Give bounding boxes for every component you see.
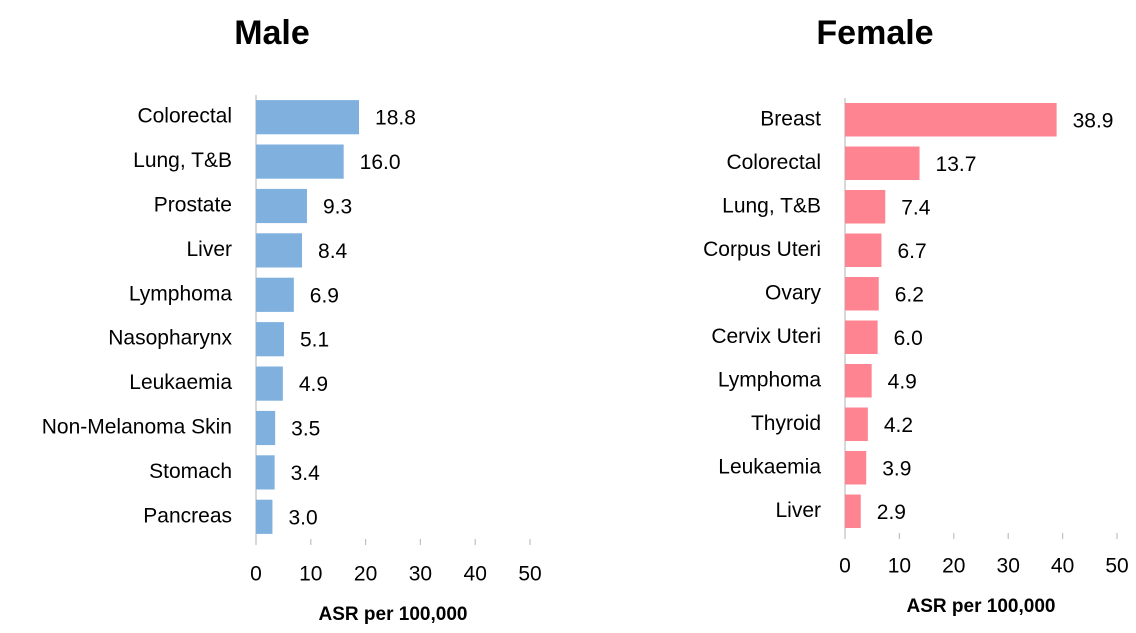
x-tick-label: 10 xyxy=(299,563,322,586)
bar xyxy=(256,144,344,179)
x-tick-label: 30 xyxy=(409,563,432,586)
y-tick-label: Ovary xyxy=(765,281,822,304)
data-label: 4.9 xyxy=(299,373,328,396)
bar xyxy=(256,410,276,446)
bar xyxy=(845,190,886,224)
y-tick-label: Nasopharynx xyxy=(108,327,232,350)
y-tick-label: Stomach xyxy=(149,460,232,483)
x-tick-label: 40 xyxy=(464,563,487,586)
data-label: 38.9 xyxy=(1073,109,1114,132)
y-tick-label: Corpus Uteri xyxy=(703,238,821,261)
bar xyxy=(845,364,872,398)
bar xyxy=(256,233,303,268)
y-tick-label: Lymphoma xyxy=(129,282,232,305)
y-tick-label: Cervix Uteri xyxy=(711,325,821,348)
x-tick-label: 50 xyxy=(518,563,541,586)
y-tick-label: Colorectal xyxy=(137,105,232,128)
data-label: 4.2 xyxy=(884,414,913,437)
y-tick-label: Lymphoma xyxy=(718,368,821,391)
data-label: 3.0 xyxy=(288,506,317,529)
data-label: 6.7 xyxy=(897,240,926,263)
x-tick-label: 20 xyxy=(942,555,965,578)
bar xyxy=(256,455,275,490)
bar xyxy=(845,277,879,311)
data-label: 8.4 xyxy=(318,240,348,263)
x-axis-title: ASR per 100,000 xyxy=(907,596,1056,617)
y-tick-label: Lung, T&B xyxy=(133,149,232,172)
y-tick-label: Lung, T&B xyxy=(722,194,821,217)
data-label: 18.8 xyxy=(375,107,416,130)
chart-title: Male xyxy=(234,14,310,52)
y-tick-label: Leukaemia xyxy=(718,455,821,478)
bar xyxy=(256,188,307,224)
bar xyxy=(845,494,861,528)
data-label: 7.4 xyxy=(901,196,931,219)
x-tick-label: 0 xyxy=(250,563,262,586)
data-label: 3.9 xyxy=(882,457,911,480)
chart-title: Female xyxy=(816,14,933,52)
bar xyxy=(845,103,1057,137)
x-tick-label: 30 xyxy=(997,555,1020,578)
y-tick-label: Non-Melanoma Skin xyxy=(42,416,232,439)
data-label: 16.0 xyxy=(360,151,401,174)
y-tick-label: Leukaemia xyxy=(129,371,232,394)
bar xyxy=(256,499,273,534)
bar xyxy=(845,320,878,354)
data-label: 3.5 xyxy=(291,418,320,441)
x-axis-title: ASR per 100,000 xyxy=(319,604,468,625)
x-tick-label: 0 xyxy=(839,555,851,578)
y-tick-label: Pancreas xyxy=(143,504,232,527)
bar xyxy=(845,146,920,180)
data-label: 6.9 xyxy=(310,284,339,307)
y-tick-label: Colorectal xyxy=(726,151,821,174)
data-label: 4.9 xyxy=(888,370,917,393)
y-tick-label: Thyroid xyxy=(751,412,821,435)
bar xyxy=(845,451,867,485)
x-tick-label: 20 xyxy=(354,563,377,586)
data-label: 6.0 xyxy=(894,327,923,350)
data-label: 3.4 xyxy=(291,462,321,485)
bar xyxy=(845,233,882,267)
data-label: 13.7 xyxy=(936,153,977,176)
y-tick-label: Prostate xyxy=(154,194,232,217)
data-label: 5.1 xyxy=(300,329,329,352)
bar xyxy=(256,322,284,357)
bar xyxy=(256,100,360,135)
data-label: 2.9 xyxy=(877,501,906,524)
y-tick-label: Liver xyxy=(186,238,232,261)
y-tick-label: Liver xyxy=(775,499,821,522)
data-label: 6.2 xyxy=(895,283,924,306)
bar xyxy=(256,277,294,312)
data-label: 9.3 xyxy=(323,196,352,219)
y-tick-label: Breast xyxy=(760,107,821,130)
x-tick-label: 40 xyxy=(1051,555,1074,578)
bar xyxy=(845,407,868,441)
x-tick-label: 10 xyxy=(888,555,911,578)
x-tick-label: 50 xyxy=(1105,555,1128,578)
bar xyxy=(256,366,283,401)
